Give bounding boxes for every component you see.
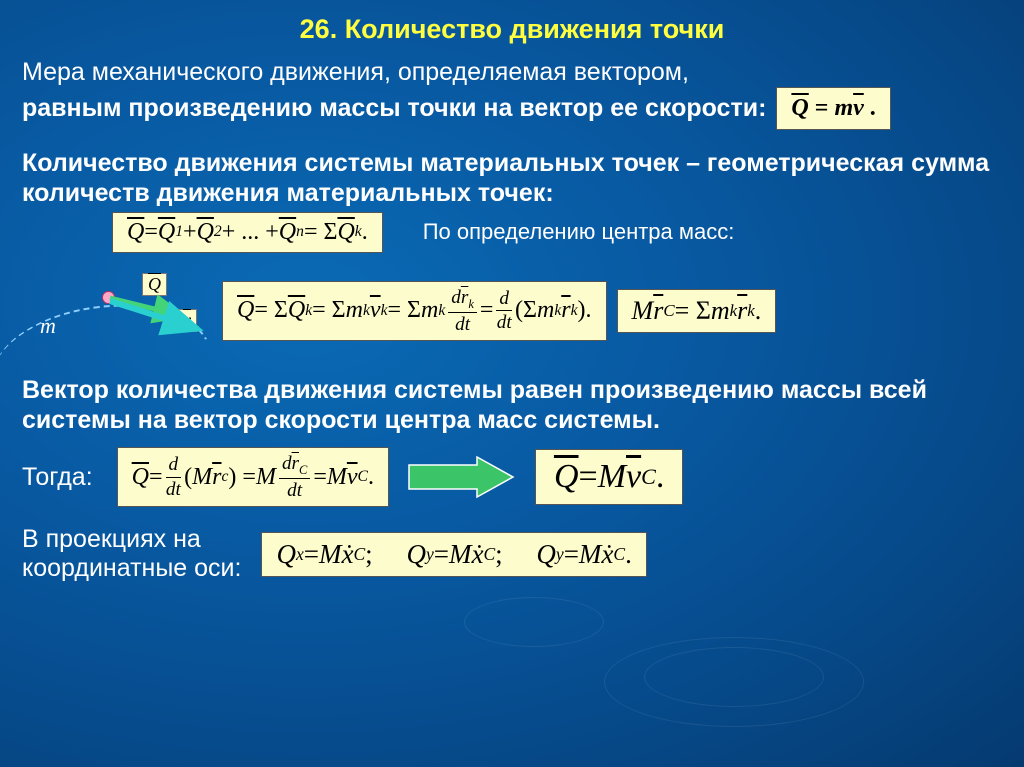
- formula-q-mvc-deriv: Q = ddt (Mrc) = M drCdt = MvC .: [117, 447, 389, 508]
- paragraph-2: Количество движения системы материальных…: [22, 142, 1002, 212]
- formula-q-mv: Q = mv .: [776, 87, 890, 130]
- formula-mrc: MrC = Σmkrk .: [617, 289, 777, 333]
- row-projections: В проекциях на координатные оси: Qx = Mẋ…: [22, 525, 1002, 583]
- slide-content: Мера механического движения, определяема…: [0, 45, 1024, 583]
- p2-text: Количество движения системы материальных…: [22, 149, 989, 207]
- row-f2: Q = Q1 + Q2 + ... + Qn = ΣQk . По опреде…: [22, 212, 1002, 253]
- m-label: m: [40, 313, 56, 339]
- formula-projections: Qx = MẋC ; Qy = MẋC ; Qy = MẋC .: [261, 532, 646, 577]
- vector-diagram: m Q v: [22, 271, 212, 361]
- p1-line2: равным произведению массы точки на векто…: [22, 93, 766, 123]
- slide-title: 26. Количество движения точки: [0, 0, 1024, 45]
- formula-derivation: Q = ΣQk = Σmkvk = Σmk drkdt = ddt (Σmkrk…: [222, 281, 607, 342]
- row-then: Тогда: Q = ddt (Mrc) = M drCdt = MvC . Q…: [22, 447, 1002, 508]
- row-diagram-f3: m Q v Q = ΣQk = Σmkvk = Σmk drkdt = ddt …: [22, 261, 1002, 361]
- then-label: Тогда:: [22, 463, 99, 492]
- paragraph-1: Мера механического движения, определяема…: [22, 51, 1002, 134]
- bg-ripple: [604, 637, 864, 727]
- formula-sum-qk: Q = Q1 + Q2 + ... + Qn = ΣQk .: [112, 212, 383, 253]
- formula-q-mvc: Q = MvC .: [535, 449, 683, 505]
- p1-line1: Мера механического движения, определяема…: [22, 58, 689, 86]
- paragraph-3: Вектор количества движения системы равен…: [22, 369, 1002, 439]
- bg-ripple: [464, 597, 604, 647]
- implies-arrow-icon: [407, 455, 517, 499]
- v-arrow-icon: [108, 297, 208, 337]
- projections-label: В проекциях на координатные оси:: [22, 525, 247, 583]
- center-mass-label: По определению центра масс:: [393, 219, 735, 245]
- q-vector-label: Q: [142, 273, 167, 296]
